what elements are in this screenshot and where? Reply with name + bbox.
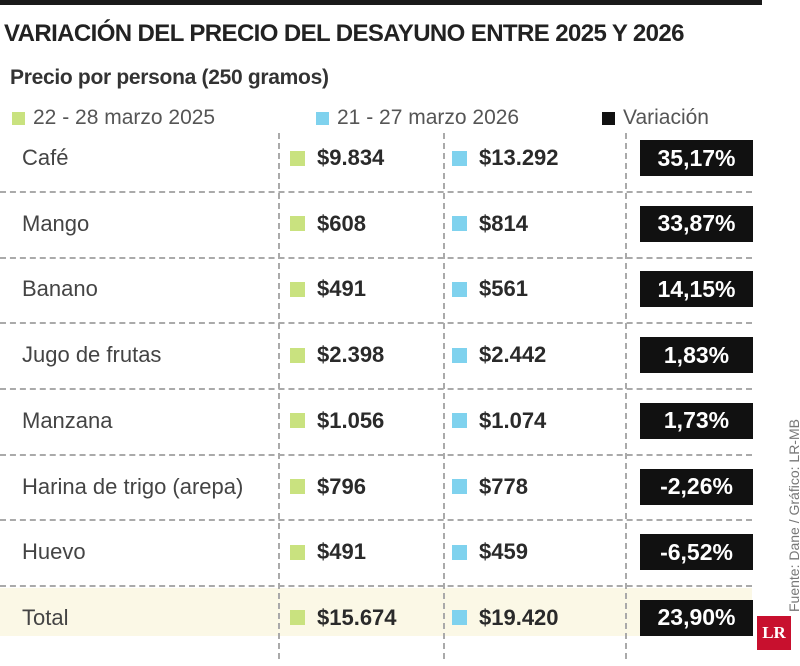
row-divider — [0, 585, 752, 588]
price-swatch — [452, 413, 467, 429]
row-label: Total — [22, 604, 69, 630]
price-swatch — [452, 281, 467, 297]
price-swatch — [290, 150, 305, 166]
price-text: $2.398 — [317, 342, 385, 368]
price: $778 — [452, 474, 528, 500]
variation-badge: 1,83% — [640, 337, 753, 374]
row-label: Jugo de frutas — [22, 342, 162, 368]
price-swatch — [290, 610, 305, 626]
price-text: $459 — [479, 539, 528, 565]
price-swatch — [290, 347, 305, 363]
legend-label: 22 - 28 marzo 2025 — [33, 106, 216, 129]
row-divider — [0, 519, 752, 522]
source: Fuente: Dane / Gráfico: LR-MB — [786, 419, 800, 612]
price-text: $15.674 — [317, 604, 397, 630]
price-text: $561 — [479, 276, 528, 302]
price-swatch — [452, 610, 467, 626]
price: $19.420 — [452, 605, 559, 631]
legend-item: Variación — [602, 106, 709, 130]
variation-badge: 33,87% — [640, 205, 753, 242]
price-text: $608 — [317, 210, 366, 236]
price-swatch — [452, 544, 467, 560]
price: $2.442 — [452, 342, 546, 368]
variation-badge: -6,52% — [640, 534, 753, 571]
column-divider — [278, 133, 280, 659]
price-swatch — [290, 281, 305, 297]
price-swatch — [452, 347, 467, 363]
row-divider — [0, 387, 752, 390]
price-text: $19.420 — [479, 604, 559, 630]
price-text: $1.056 — [317, 407, 385, 433]
price-swatch — [290, 479, 305, 494]
row-divider — [0, 256, 752, 259]
column-divider — [625, 133, 627, 659]
price-swatch — [290, 544, 305, 560]
price: $13.292 — [452, 145, 559, 171]
price: $491 — [290, 539, 366, 565]
price: $459 — [452, 539, 528, 565]
price-text: $13.292 — [479, 145, 559, 170]
price: $2.398 — [290, 342, 384, 368]
price-swatch — [290, 413, 305, 429]
price-text: $491 — [317, 276, 366, 302]
logo: LR — [757, 616, 791, 650]
row-label: Banano — [22, 276, 98, 302]
price-swatch — [452, 479, 467, 494]
title: VARIACIÓN DEL PRECIO DEL DESAYUNO ENTRE … — [4, 20, 684, 47]
price-swatch — [452, 150, 467, 166]
price: $15.674 — [290, 605, 397, 631]
legend-swatch — [602, 111, 615, 125]
column-divider — [443, 133, 445, 659]
legend-swatch — [12, 111, 25, 125]
price-text: $1.074 — [479, 407, 547, 433]
row-label: Manzana — [22, 407, 113, 433]
legend-item: 21 - 27 marzo 2026 — [316, 106, 519, 130]
row-label: Café — [22, 145, 69, 170]
price-swatch — [452, 216, 467, 232]
top-bar — [0, 0, 762, 5]
row-divider — [0, 453, 752, 456]
variation-badge: 23,90% — [640, 599, 753, 636]
legend-swatch — [316, 111, 329, 125]
variation-badge: 14,15% — [640, 271, 753, 308]
variation-badge: 1,73% — [640, 402, 753, 439]
row-divider — [0, 190, 752, 193]
price: $9.834 — [290, 145, 384, 171]
price-text: $796 — [317, 473, 366, 499]
price: $796 — [290, 474, 366, 500]
price: $561 — [452, 276, 528, 302]
subtitle: Precio por persona (250 gramos) — [10, 66, 329, 89]
price: $608 — [290, 211, 366, 237]
row-divider — [0, 322, 752, 325]
price: $491 — [290, 276, 366, 302]
price-text: $814 — [479, 210, 528, 236]
legend-label: Variación — [623, 106, 709, 129]
price-swatch — [290, 216, 305, 232]
price-text: $491 — [317, 539, 366, 565]
price: $1.074 — [452, 408, 546, 434]
variation-badge: 35,17% — [640, 140, 753, 176]
legend-item: 22 - 28 marzo 2025 — [12, 106, 215, 130]
row-label: Huevo — [22, 539, 86, 565]
price: $1.056 — [290, 408, 384, 434]
price: $814 — [452, 211, 528, 237]
variation-badge: -2,26% — [640, 468, 753, 505]
legend-label: 21 - 27 marzo 2026 — [337, 106, 520, 129]
row-label: Mango — [22, 210, 90, 236]
row-label: Harina de trigo (arepa) — [22, 473, 244, 499]
price-text: $9.834 — [317, 145, 385, 170]
price-text: $778 — [479, 473, 528, 499]
price-text: $2.442 — [479, 342, 547, 368]
